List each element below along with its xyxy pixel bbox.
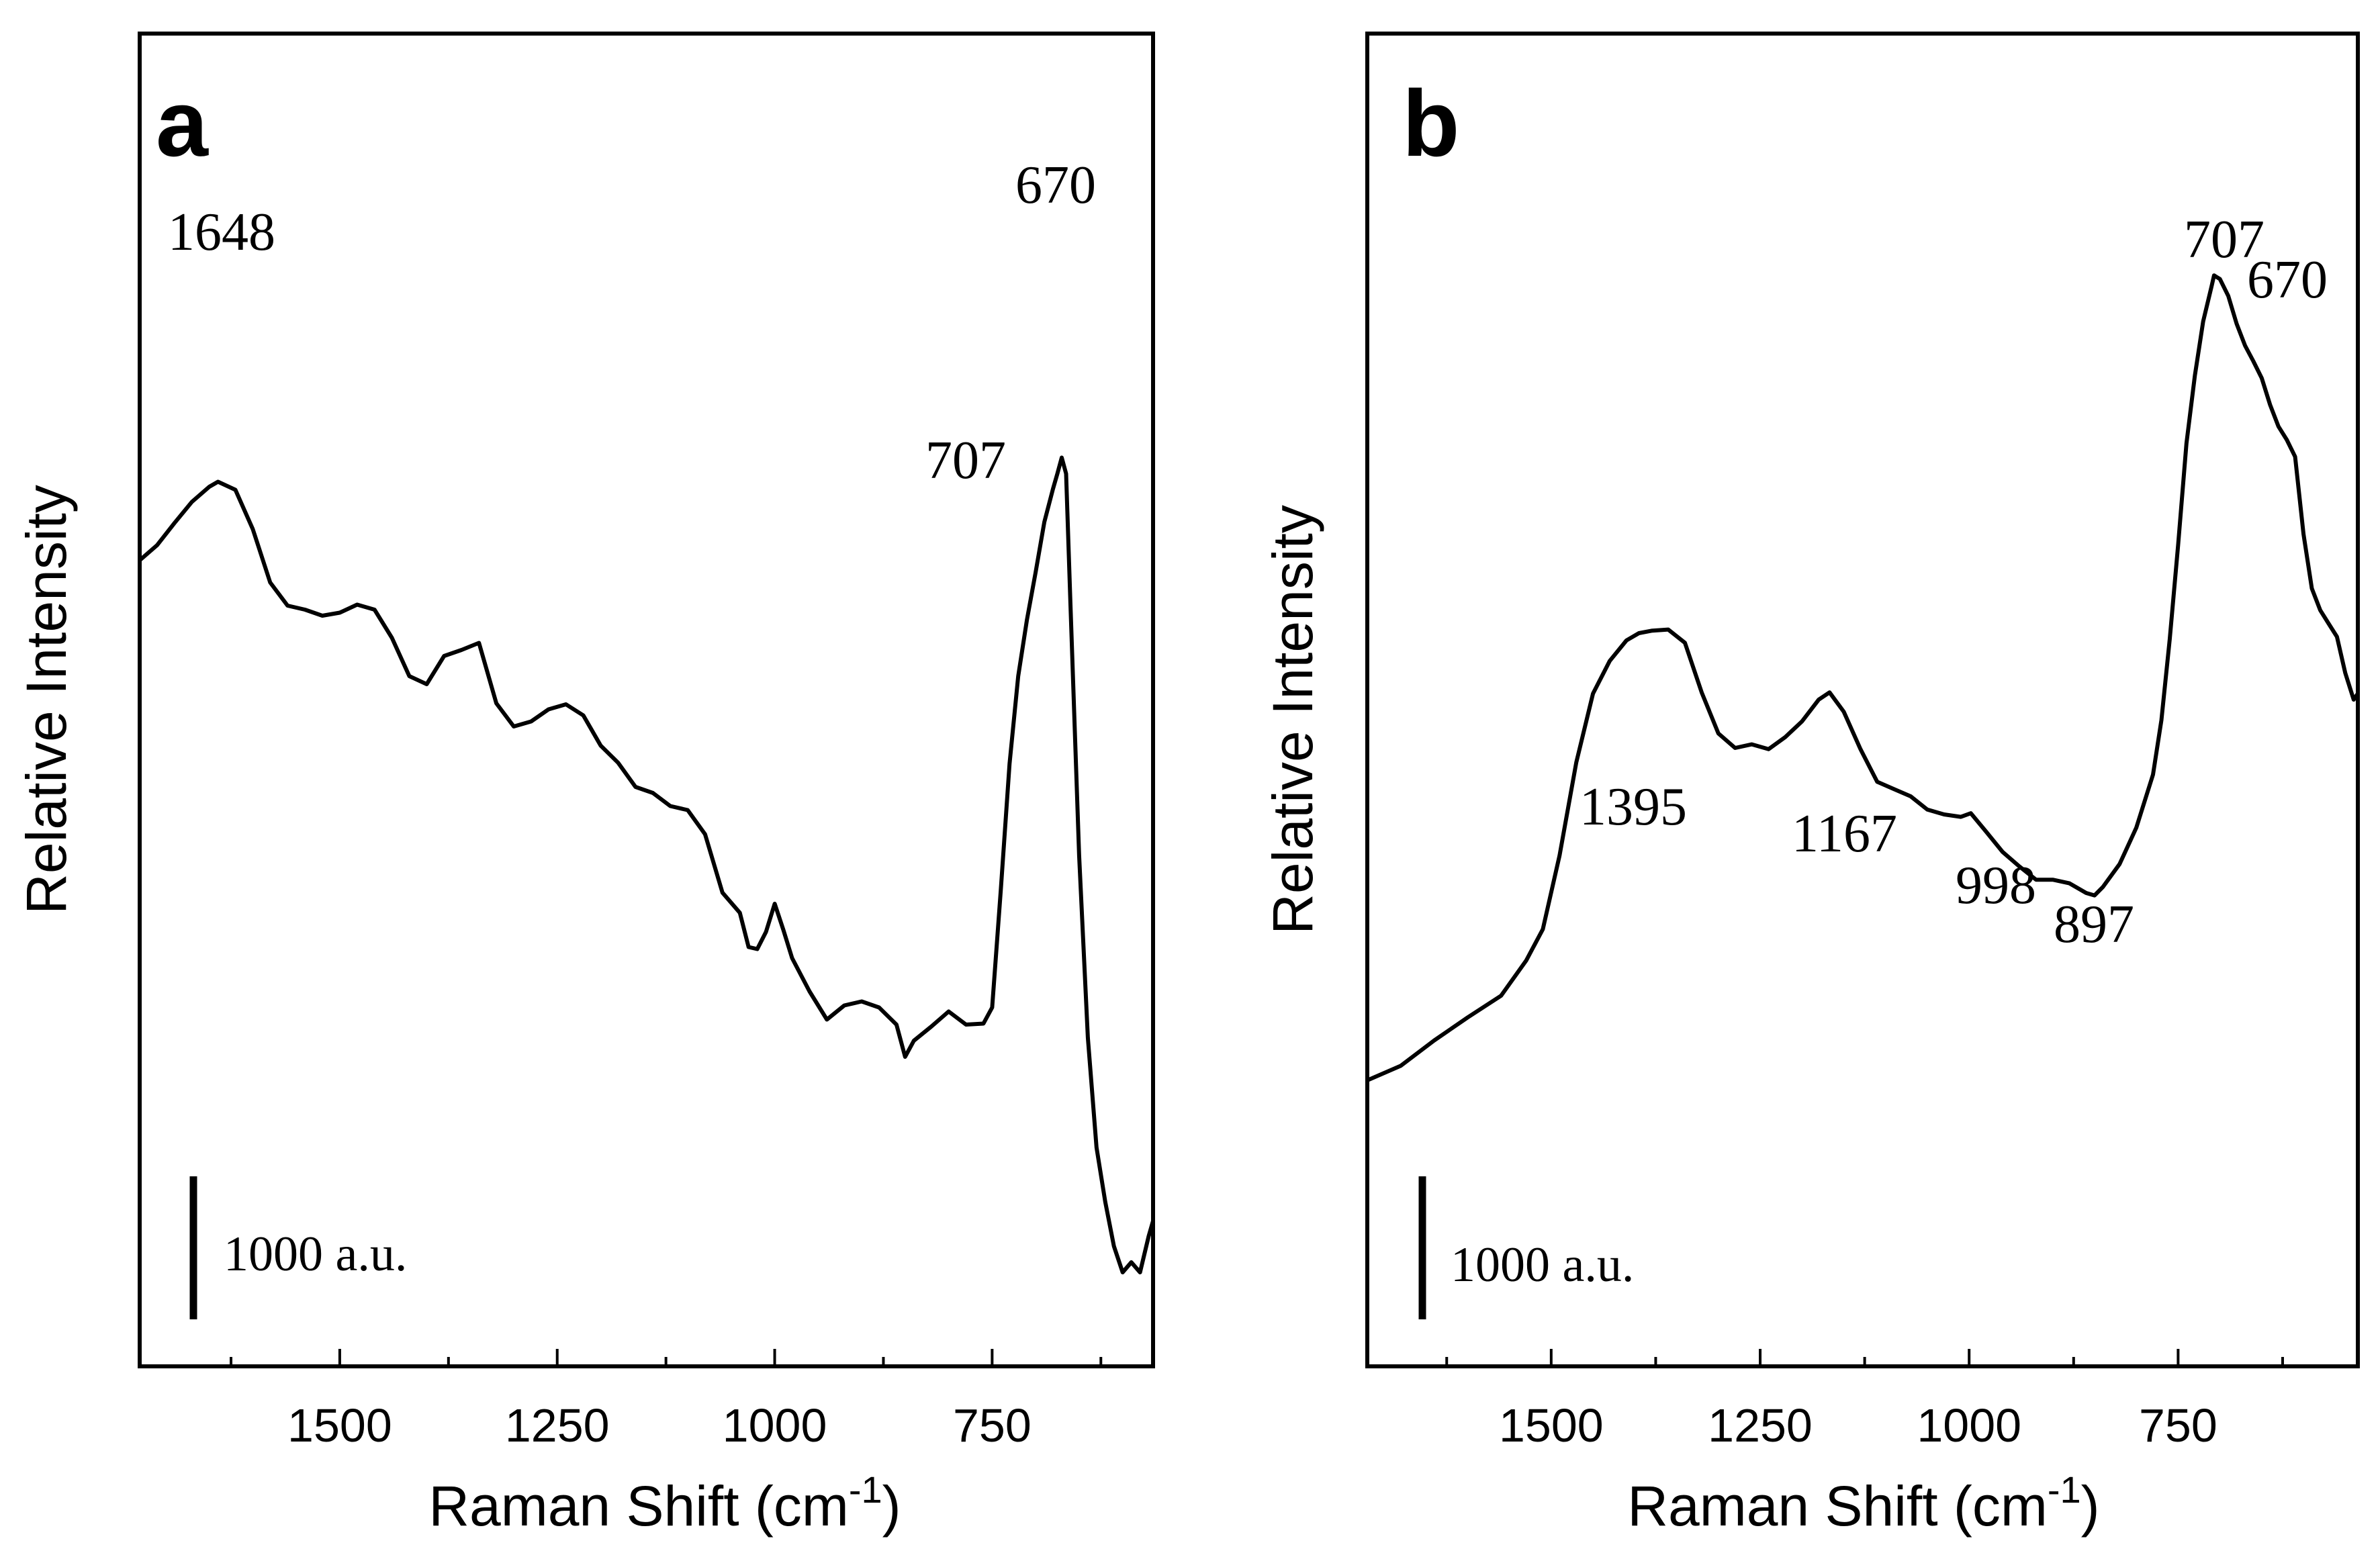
x-tick-label: 750 — [953, 1399, 1032, 1452]
x-tick-label: 1250 — [1708, 1399, 1813, 1452]
peak-label-897: 897 — [2054, 895, 2134, 954]
x-axis-label-main-a: Raman Shift (cm — [428, 1474, 849, 1538]
scale-bar-label-a: 1000 a.u. — [224, 1227, 407, 1282]
peak-label-707-a: 707 — [925, 431, 1006, 490]
x-axis-label-sup-a: -1 — [849, 1468, 882, 1511]
x-ticks-a: 1500 1250 1000 750 — [230, 1349, 1103, 1452]
panel-label-a: a — [156, 70, 209, 176]
peak-label-670-a: 670 — [1015, 156, 1096, 215]
y-axis-label-b: Relative Intensity — [1261, 505, 1324, 935]
peak-label-1395: 1395 — [1580, 778, 1687, 837]
peak-label-670-b: 670 — [2247, 250, 2328, 310]
x-tick-label: 1250 — [505, 1399, 610, 1452]
x-ticks-b: 1500 1250 1000 750 — [1445, 1349, 2284, 1452]
x-axis-label-sup-b: -1 — [2048, 1468, 2081, 1511]
x-axis-label-main-b: Raman Shift (cm — [1627, 1474, 2048, 1538]
peak-label-707-b: 707 — [2184, 210, 2264, 269]
x-axis-label-a: Raman Shift (cm-1) — [428, 1468, 901, 1538]
spectrum-line-a — [138, 455, 1155, 1274]
x-axis-label-b: Raman Shift (cm-1) — [1627, 1468, 2099, 1538]
scale-bar-label-b: 1000 a.u. — [1451, 1237, 1634, 1292]
chart-b: b 1500 1250 1000 750 Relative Intensity Ram… — [1261, 32, 2360, 1538]
spectrum-line-b — [1365, 273, 2360, 1082]
y-axis-label-a: Relative Intensity — [15, 485, 78, 914]
plot-frame-a — [138, 32, 1155, 1368]
x-axis-label-close-b: ) — [2081, 1474, 2100, 1538]
peak-label-1167: 1167 — [1792, 804, 1897, 863]
plot-frame-b — [1365, 32, 2360, 1368]
panel-label-b: b — [1402, 70, 1460, 176]
peak-label-998: 998 — [1956, 856, 2036, 915]
peak-label-1648: 1648 — [168, 203, 275, 262]
chart-a: a 1500 1250 1000 750 Relative Intensity Ram… — [15, 32, 1155, 1538]
x-tick-label: 1000 — [723, 1399, 827, 1452]
x-tick-label: 1000 — [1917, 1399, 2021, 1452]
x-axis-label-close-a: ) — [882, 1474, 901, 1538]
x-tick-label: 1500 — [287, 1399, 392, 1452]
x-tick-label: 1500 — [1499, 1399, 1604, 1452]
x-tick-label: 750 — [2139, 1399, 2217, 1452]
